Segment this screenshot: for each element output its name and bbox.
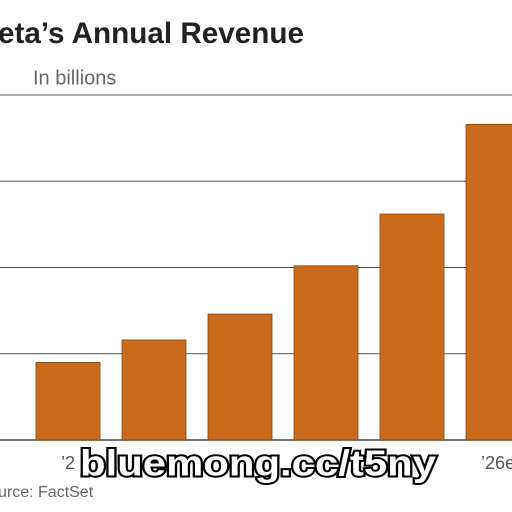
chart-subtitle: In billions	[33, 67, 116, 89]
bar	[121, 339, 187, 441]
chart-title: eta’s Annual Revenue	[0, 17, 304, 50]
bar	[207, 313, 273, 441]
source-note: urce: FactSet	[0, 484, 94, 501]
bar	[293, 265, 359, 441]
x-tick-label: ’2	[61, 453, 75, 473]
plot-area: ’2 ’26e	[0, 94, 512, 473]
watermark: bluemong.cc/t5ny	[80, 443, 436, 484]
x-tick-label: ’26e	[481, 453, 512, 473]
bar	[465, 123, 512, 441]
bar	[35, 361, 101, 441]
bar	[379, 213, 445, 441]
